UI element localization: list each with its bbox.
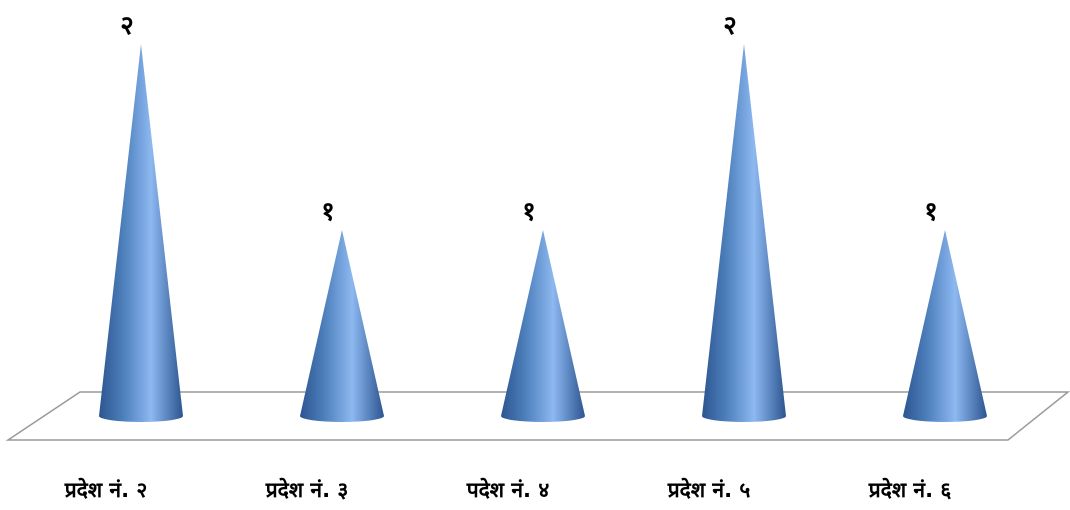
x-tick-label: प्रदेश नं. ५	[667, 477, 751, 502]
chart-marks: २ प्रदेश नं. २ १ प्रदेश नं. ३ १ पदेश नं. ४ २ प्…	[64, 11, 987, 502]
x-tick-label: प्रदेश नं. ६	[868, 477, 952, 502]
cone-bar	[99, 44, 183, 422]
cone-body	[99, 44, 183, 422]
x-tick-label: पदेश नं. ४	[466, 477, 550, 502]
x-tick-label: प्रदेश नं. २	[64, 477, 148, 502]
cone-bar	[501, 230, 585, 422]
cone-bar	[903, 230, 987, 422]
cone-bar	[300, 230, 384, 422]
cone-bar	[702, 44, 786, 422]
cone-body	[300, 230, 384, 422]
data-label: १	[321, 197, 335, 227]
cone-body	[903, 230, 987, 422]
x-tick-label: प्रदेश नं. ३	[265, 477, 349, 502]
cone-body	[702, 44, 786, 422]
cone-body	[501, 230, 585, 422]
data-label: २	[723, 11, 737, 41]
data-label: १	[924, 197, 938, 227]
data-label: २	[120, 11, 134, 41]
data-label: १	[522, 197, 536, 227]
